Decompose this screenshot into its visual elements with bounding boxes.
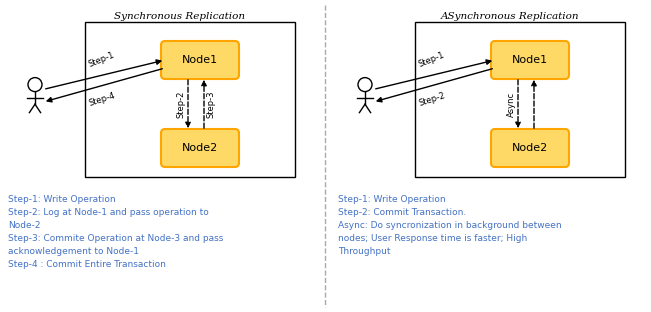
- Text: Step-2: Step-2: [176, 90, 186, 118]
- Text: nodes; User Response time is faster; High: nodes; User Response time is faster; Hig…: [338, 234, 527, 243]
- Bar: [85, 22, 295, 177]
- Text: Synchronous Replication: Synchronous Replication: [115, 12, 245, 21]
- FancyBboxPatch shape: [161, 129, 239, 167]
- Text: Step-1: Write Operation: Step-1: Write Operation: [338, 195, 446, 204]
- Text: Throughput: Throughput: [338, 247, 391, 256]
- FancyBboxPatch shape: [161, 41, 239, 79]
- FancyBboxPatch shape: [491, 41, 569, 79]
- Text: Async: Async: [506, 91, 516, 117]
- Text: Step-1: Step-1: [418, 50, 447, 69]
- Text: Step-2: Log at Node-1 and pass operation to: Step-2: Log at Node-1 and pass operation…: [8, 208, 209, 217]
- Text: Step-4: Step-4: [88, 91, 117, 108]
- Text: Node2: Node2: [182, 143, 218, 153]
- Text: Node1: Node1: [512, 55, 548, 65]
- FancyBboxPatch shape: [491, 129, 569, 167]
- Text: Step-2: Commit Transaction.: Step-2: Commit Transaction.: [338, 208, 466, 217]
- Text: Node2: Node2: [512, 143, 548, 153]
- Bar: [415, 22, 625, 177]
- Text: Step-2: Step-2: [417, 91, 447, 108]
- Text: Step-4 : Commit Entire Transaction: Step-4 : Commit Entire Transaction: [8, 260, 166, 269]
- Text: Async: Do syncronization in background between: Async: Do syncronization in background b…: [338, 221, 562, 230]
- Text: acknowledgement to Node-1: acknowledgement to Node-1: [8, 247, 139, 256]
- Text: Node-2: Node-2: [8, 221, 40, 230]
- Text: Step-3: Commite Operation at Node-3 and pass: Step-3: Commite Operation at Node-3 and …: [8, 234, 223, 243]
- Text: Step-1: Write Operation: Step-1: Write Operation: [8, 195, 116, 204]
- Text: Node1: Node1: [182, 55, 218, 65]
- Text: Step-3: Step-3: [206, 90, 215, 118]
- Text: ASynchronous Replication: ASynchronous Replication: [441, 12, 579, 21]
- Text: Step-1: Step-1: [88, 50, 117, 69]
